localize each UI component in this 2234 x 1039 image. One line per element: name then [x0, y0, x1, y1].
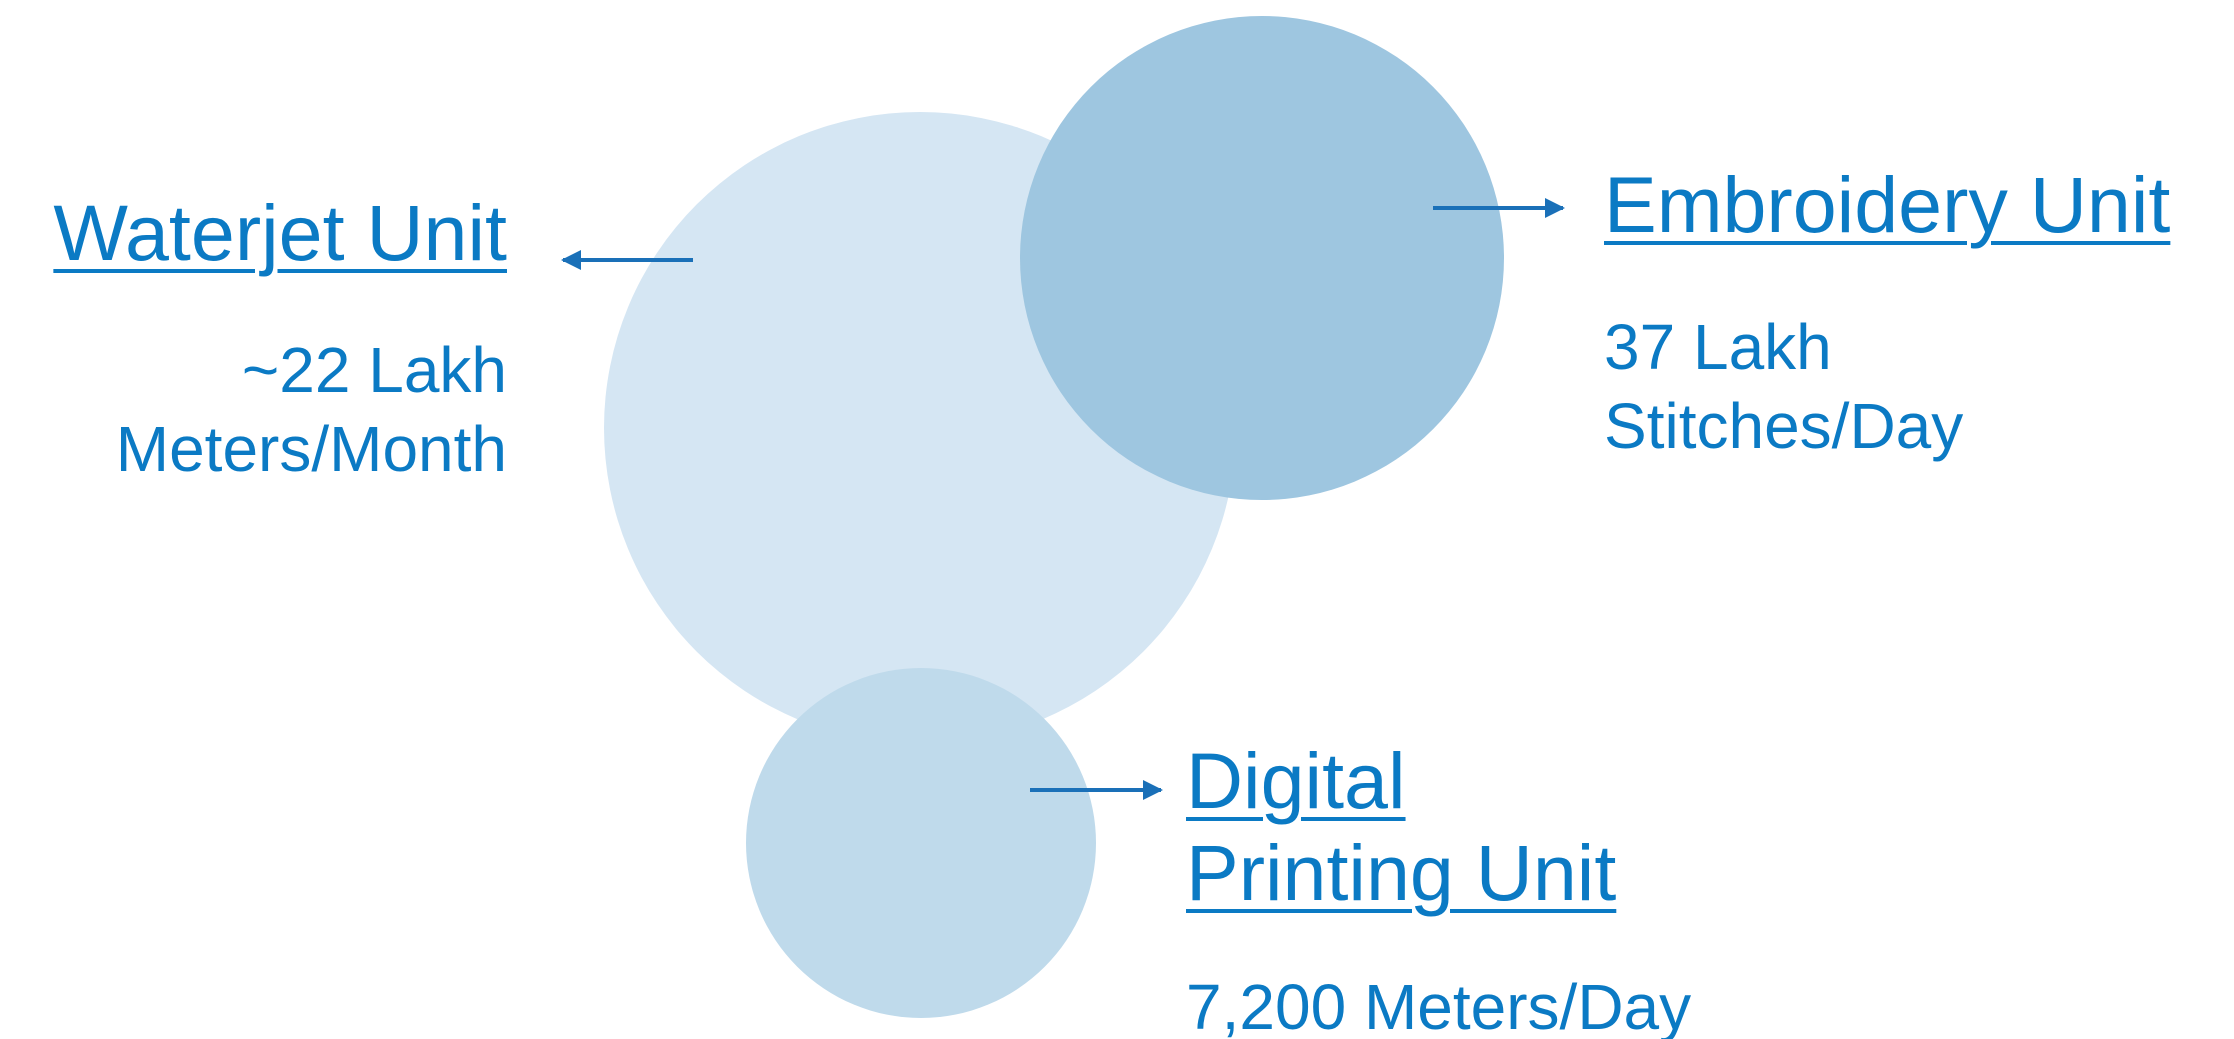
embroidery-capacity: 37 Lakh Stitches/Day: [1604, 308, 1963, 467]
digital-printing-unit-link[interactable]: Digital Printing Unit: [1186, 735, 1616, 920]
waterjet-capacity-unit: Meters/Month: [115, 413, 507, 486]
digital-printing-capacity: 7,200 Meters/Day: [1186, 968, 1691, 1039]
embroidery-unit-link[interactable]: Embroidery Unit: [1604, 160, 2170, 251]
digital-printing-title-line-1: Digital: [1186, 736, 1406, 825]
waterjet-unit-link[interactable]: Waterjet Unit: [53, 188, 507, 279]
waterjet-capacity: ~22 Lakh Meters/Month: [116, 331, 507, 490]
waterjet-capacity-value: ~22 Lakh: [241, 334, 507, 406]
digital-printing-capacity-value: 7,200 Meters/Day: [1186, 971, 1692, 1039]
digital-printing-title-line-2: Printing Unit: [1186, 828, 1617, 918]
digital-printing-bubble: [746, 668, 1096, 1018]
embroidery-bubble: [1020, 16, 1504, 500]
embroidery-capacity-value: 37 Lakh: [1604, 311, 1832, 383]
embroidery-capacity-unit: Stitches/Day: [1604, 390, 1964, 463]
embroidery-unit-title: Embroidery Unit: [1604, 160, 2171, 249]
waterjet-unit-title: Waterjet Unit: [53, 188, 507, 277]
